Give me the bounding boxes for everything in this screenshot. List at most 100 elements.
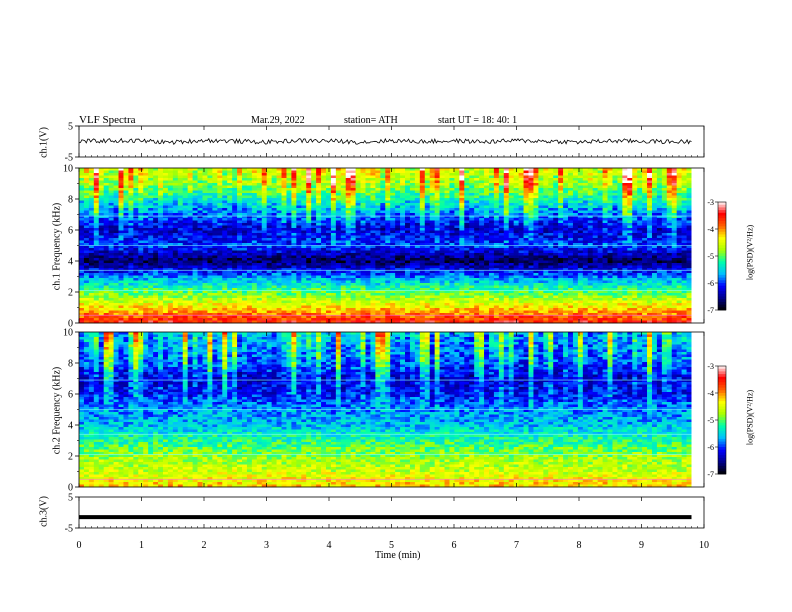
ch1-spectrogram-cell <box>246 195 253 199</box>
ch1-spectrogram-cell <box>148 245 154 249</box>
ch1-spectrogram-cell <box>148 258 154 261</box>
ch1-spectrogram-cell <box>172 235 179 239</box>
ch1-spectrogram-cell <box>202 188 208 191</box>
ch1-spectrogram-cell <box>632 200 638 204</box>
ch1-spectrogram-cell <box>424 173 431 176</box>
ch1-spectrogram-cell <box>138 178 144 181</box>
ch1-spectrogram-cell <box>424 228 431 231</box>
ch1-spectrogram-cell <box>325 173 332 176</box>
ch1-spectrogram-cell <box>217 243 223 246</box>
ch1-spectrogram-cell <box>661 183 668 186</box>
ch1-spectrogram-cell <box>306 205 312 209</box>
ch1-spectrogram-cell <box>424 220 431 224</box>
ch1-spectrogram-cell <box>286 218 292 221</box>
ch1-spectrogram-cell <box>345 223 352 226</box>
ch1-spectrogram-cell <box>291 203 297 206</box>
ch1-spectrogram-cell <box>118 208 124 211</box>
ch1-spectrogram-cell <box>88 223 95 226</box>
ch1-spectrogram-cell <box>533 228 539 231</box>
ch1-spectrogram-cell <box>370 203 376 206</box>
ch1-spectrogram-cell <box>197 225 203 229</box>
ch1-spectrogram-cell <box>686 183 692 186</box>
ch1-spectrogram-cell <box>543 245 549 249</box>
ch1-spectrogram-cell <box>256 185 263 189</box>
ch1-spectrogram-cell <box>212 168 218 171</box>
ch1-spectrogram-cell <box>202 265 208 269</box>
ch1-spectrogram-cell <box>325 250 332 254</box>
ch1-spectrogram-cell <box>355 248 361 251</box>
ch1-spectrogram-cell <box>400 240 406 244</box>
ch1-spectrogram-cell <box>617 258 623 261</box>
ch1-spectrogram-cell <box>602 218 608 221</box>
ch1-spectrogram-cell <box>429 203 435 206</box>
ch1-spectrogram-cell <box>409 178 416 181</box>
ch1-spectrogram-cell <box>543 210 549 214</box>
ch1-spectrogram-cell <box>676 190 682 194</box>
ch1-spectrogram-cell <box>118 198 124 201</box>
ch1-spectrogram-cell <box>83 258 90 261</box>
ch1-spectrogram-cell <box>612 223 618 226</box>
ch1-spectrogram-cell <box>177 203 184 206</box>
ch1-spectrogram-cell <box>380 220 386 224</box>
ch1-spectrogram-cell <box>286 235 292 239</box>
ch1-spectrogram-cell <box>148 180 154 184</box>
ch1-spectrogram-cell <box>212 250 218 254</box>
ch1-spectrogram-cell <box>612 198 618 201</box>
ch1-spectrogram-cell <box>627 258 633 261</box>
ch1-spectrogram-cell <box>256 230 263 234</box>
ch1-spectrogram-cell <box>266 253 272 256</box>
ch1-spectrogram-cell <box>246 245 253 249</box>
ch1-spectrogram-cell <box>449 243 455 246</box>
ch1-spectrogram-cell <box>340 208 347 211</box>
ch1-spectrogram-cell <box>103 208 109 211</box>
ch1-spectrogram-cell <box>602 200 608 204</box>
ch1-spectrogram-cell <box>390 238 396 241</box>
ch1-spectrogram-cell <box>548 238 554 241</box>
ch1-spectrogram-cell <box>286 198 292 201</box>
ch1-spectrogram-cell <box>197 203 203 206</box>
ch1-spectrogram-cell <box>345 178 352 181</box>
ch1-spectrogram-cell <box>276 213 282 216</box>
ch1-spectrogram-cell <box>370 208 376 211</box>
ch1-spectrogram-cell <box>533 195 539 199</box>
ch1-spectrogram-cell <box>261 173 268 176</box>
ch1-spectrogram-cell <box>227 225 233 229</box>
ch1-spectrogram-cell <box>207 180 213 184</box>
ch1-spectrogram-cell <box>370 218 376 221</box>
ch1-spectrogram-cell <box>296 168 302 171</box>
ch1-spectrogram-cell <box>656 240 663 244</box>
ch1-spectrogram-cell <box>602 205 608 209</box>
ch1-spectrogram-cell <box>375 230 381 234</box>
ch1-spectrogram-cell <box>385 183 391 186</box>
ch1-spectrogram-cell <box>222 255 228 259</box>
ch1-spectrogram-cell <box>617 255 623 259</box>
ch1-spectrogram-cell <box>681 208 687 211</box>
ch1-spectrogram-cell <box>469 230 475 234</box>
ch1-spectrogram-cell <box>153 168 159 171</box>
ch1-spectrogram-cell <box>83 268 90 271</box>
ch1-spectrogram-cell <box>311 260 317 264</box>
ch1-spectrogram-cell <box>360 255 366 259</box>
ch1-spectrogram-cell <box>400 250 406 254</box>
ch1-spectrogram-cell <box>666 190 673 194</box>
ch1-spectrogram-cell <box>306 208 312 211</box>
ch1-spectrogram-cell <box>380 260 386 264</box>
ch1-spectrogram-cell <box>192 223 198 226</box>
ch1-spectrogram-cell <box>251 190 258 194</box>
ch1-spectrogram-cell <box>627 198 633 201</box>
ch1-spectrogram-cell <box>197 228 203 231</box>
ch1-spectrogram-cell <box>276 185 282 189</box>
ch1-spectrogram-cell <box>325 218 332 221</box>
ch1-spectrogram-cell <box>385 223 391 226</box>
ch1-spectrogram-cell <box>108 223 114 226</box>
ch1-spectrogram-cell <box>671 223 678 226</box>
ch1-spectrogram-cell <box>469 173 475 176</box>
ch1-spectrogram-cell <box>528 220 534 224</box>
ch1-spectrogram-cell <box>444 183 450 186</box>
ch1-spectrogram-cell <box>251 258 258 261</box>
ch1-spectrogram-cell <box>370 170 376 174</box>
ch1-spectrogram-cell <box>103 215 109 219</box>
ch1-spectrogram-cell <box>83 250 90 254</box>
ch1-spectrogram-cell <box>568 220 574 224</box>
ch1-spectrogram-cell <box>642 215 648 219</box>
